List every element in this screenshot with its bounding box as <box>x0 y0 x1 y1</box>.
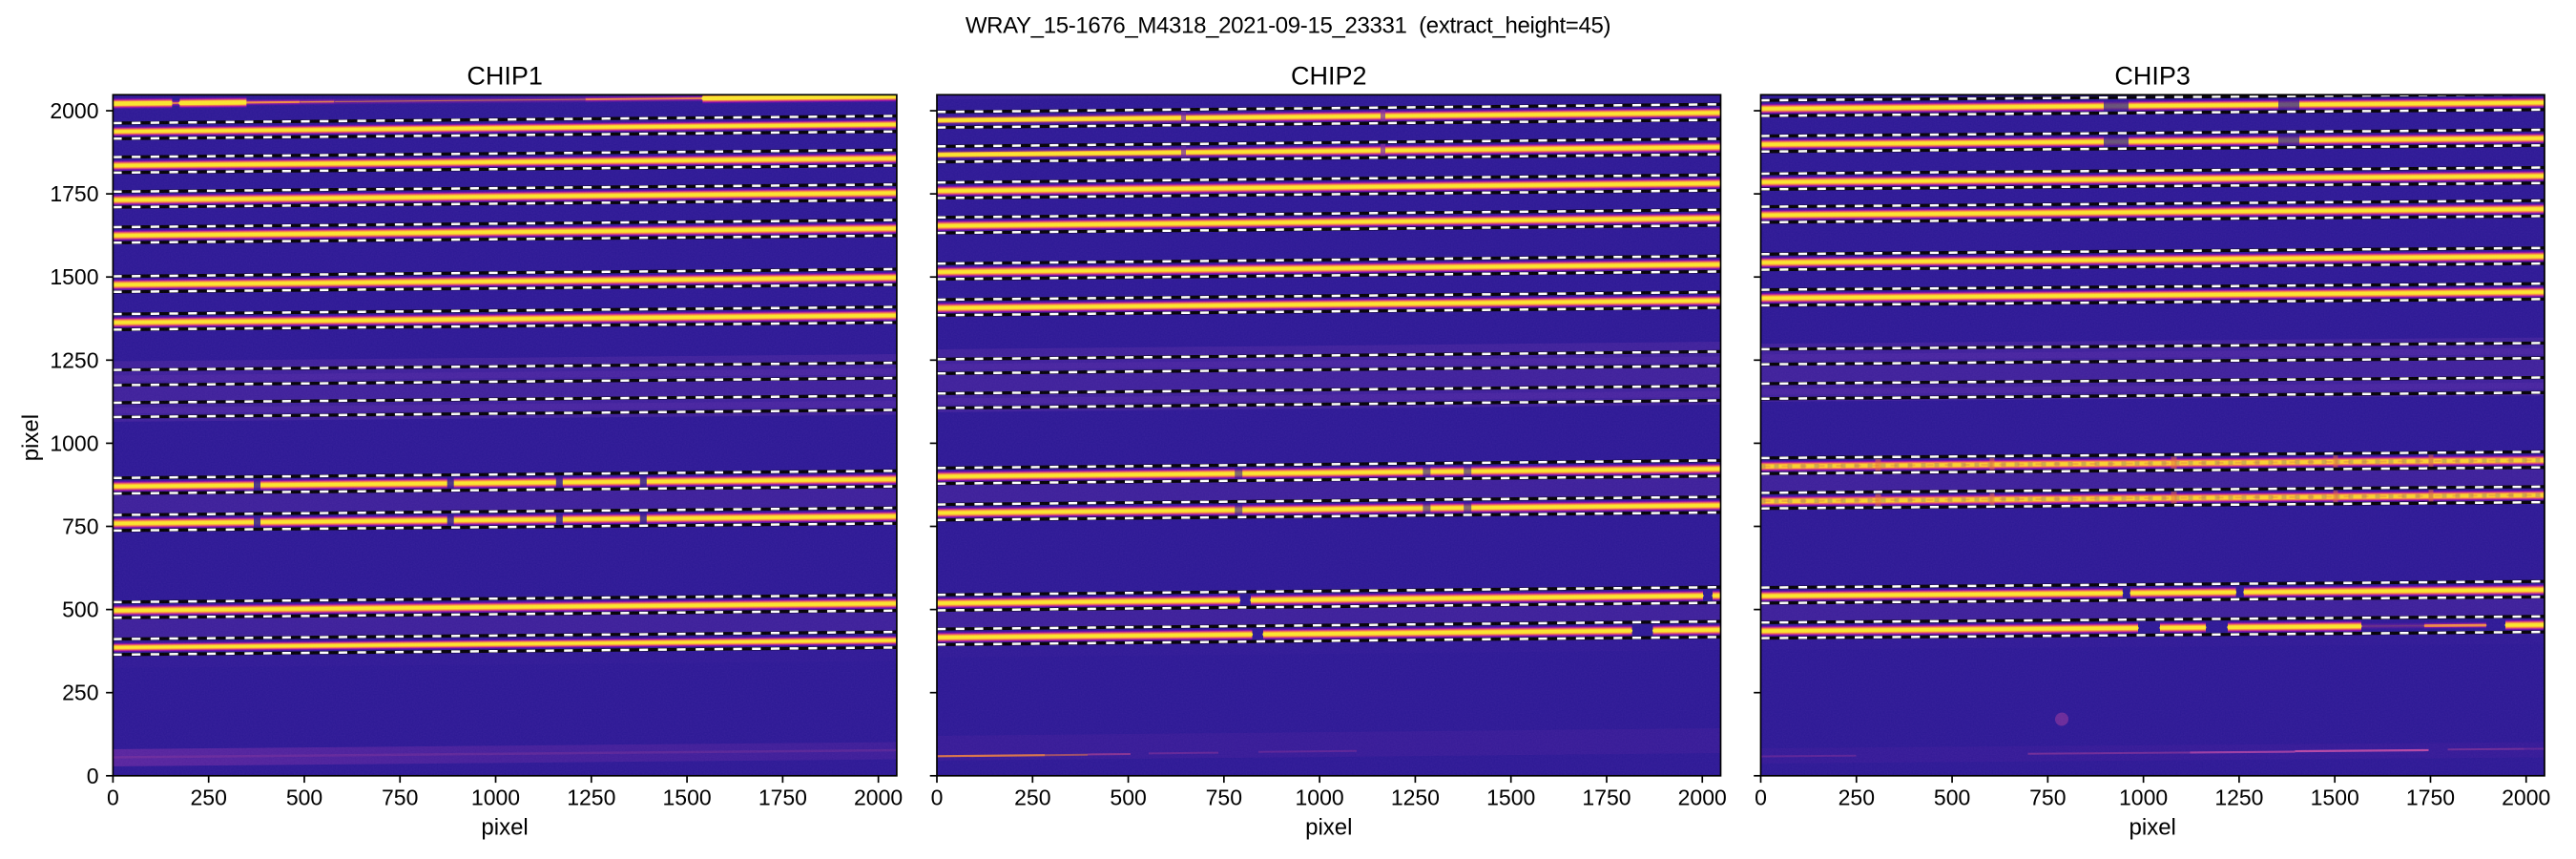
svg-text:1500: 1500 <box>50 264 98 289</box>
svg-text:2000: 2000 <box>50 98 98 123</box>
svg-text:pixel: pixel <box>481 815 528 841</box>
svg-text:2000: 2000 <box>854 786 903 810</box>
svg-text:pixel: pixel <box>18 414 44 461</box>
svg-text:750: 750 <box>62 514 98 539</box>
svg-text:1750: 1750 <box>758 786 807 810</box>
svg-text:250: 250 <box>1839 786 1875 810</box>
svg-text:250: 250 <box>62 681 98 705</box>
svg-text:CHIP1: CHIP1 <box>467 62 543 91</box>
svg-text:CHIP3: CHIP3 <box>2114 62 2191 91</box>
svg-text:1250: 1250 <box>1391 786 1440 810</box>
svg-text:250: 250 <box>191 786 227 810</box>
svg-text:1000: 1000 <box>2119 786 2168 810</box>
svg-text:1000: 1000 <box>471 786 520 810</box>
svg-text:1500: 1500 <box>1486 786 1535 810</box>
svg-text:0: 0 <box>931 786 944 810</box>
svg-text:750: 750 <box>382 786 418 810</box>
svg-text:0: 0 <box>87 764 99 788</box>
svg-text:500: 500 <box>62 597 98 622</box>
svg-text:1750: 1750 <box>50 181 98 206</box>
svg-text:1750: 1750 <box>2406 786 2455 810</box>
svg-text:1500: 1500 <box>2311 786 2359 810</box>
svg-text:1250: 1250 <box>567 786 615 810</box>
svg-text:pixel: pixel <box>1305 815 1352 841</box>
svg-text:1250: 1250 <box>2214 786 2263 810</box>
svg-text:1750: 1750 <box>1582 786 1631 810</box>
svg-text:0: 0 <box>1755 786 1767 810</box>
svg-text:750: 750 <box>2029 786 2066 810</box>
svg-text:2000: 2000 <box>1678 786 1727 810</box>
svg-text:1000: 1000 <box>1296 786 1344 810</box>
svg-text:1250: 1250 <box>50 347 98 372</box>
svg-text:1500: 1500 <box>663 786 712 810</box>
svg-text:750: 750 <box>1206 786 1242 810</box>
svg-text:pixel: pixel <box>2129 815 2176 841</box>
svg-text:1000: 1000 <box>50 430 98 455</box>
svg-text:2000: 2000 <box>2502 786 2550 810</box>
svg-text:WRAY_15-1676_M4318_2021-09-15_: WRAY_15-1676_M4318_2021-09-15_23331 (ext… <box>966 13 1610 39</box>
svg-text:500: 500 <box>1110 786 1146 810</box>
svg-text:500: 500 <box>1934 786 1970 810</box>
svg-text:0: 0 <box>107 786 119 810</box>
svg-text:CHIP2: CHIP2 <box>1291 62 1367 91</box>
svg-text:250: 250 <box>1014 786 1050 810</box>
svg-text:500: 500 <box>286 786 322 810</box>
